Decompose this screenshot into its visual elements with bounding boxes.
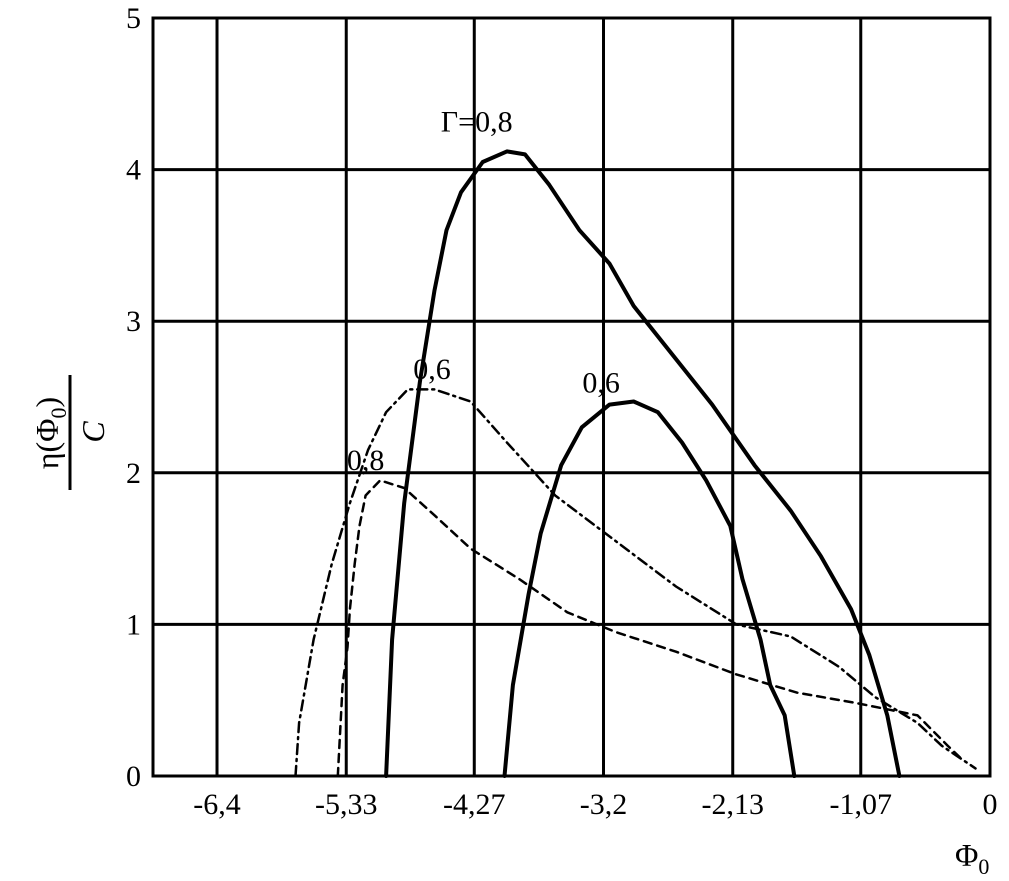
y-tick-label-4: 4 [126, 154, 141, 187]
x-tick-label-0: -6,4 [193, 788, 241, 821]
series-line-2 [294, 388, 977, 778]
y-axis-label: η(Φ0) C [29, 375, 111, 490]
y-tick-label-5: 5 [126, 2, 141, 35]
x-tick-label-1: -5,33 [315, 788, 378, 821]
y-tick-label-1: 1 [126, 608, 141, 641]
y-tick-label-2: 2 [126, 457, 141, 490]
y-axis-label-numerator: η(Φ0) [29, 397, 71, 469]
x-tick-label-6: 0 [983, 788, 998, 821]
series-line-0 [384, 149, 902, 778]
series-line-3 [336, 479, 965, 778]
y-tick-label-0: 0 [126, 760, 141, 793]
series-group [294, 149, 977, 778]
x-tick-label-3: -3,2 [580, 788, 628, 821]
x-tick-label-4: -2,13 [701, 788, 764, 821]
plot-frame [151, 16, 992, 778]
grid-lines [153, 16, 992, 778]
x-axis-label: Φ0 [955, 837, 989, 879]
series-line-1 [502, 399, 797, 778]
y-tick-labels: 0 1 2 3 4 5 [126, 2, 141, 793]
y-tick-label-3: 3 [126, 305, 141, 338]
curve-annotation-1: 0,6 [413, 353, 451, 386]
curve-annotation-3: 0,8 [347, 444, 385, 477]
x-tick-label-2: -4,27 [443, 788, 506, 821]
curve-annotations: Γ=0,8 0,6 0,6 0,8 [347, 106, 620, 477]
y-axis-label-denominator: C [75, 421, 111, 443]
x-tick-labels: -6,4 -5,33 -4,27 -3,2 -2,13 -1,07 0 [193, 788, 997, 821]
x-tick-label-5: -1,07 [830, 788, 893, 821]
curve-annotation-0: Γ=0,8 [441, 106, 513, 139]
curve-annotation-2: 0,6 [582, 366, 620, 399]
